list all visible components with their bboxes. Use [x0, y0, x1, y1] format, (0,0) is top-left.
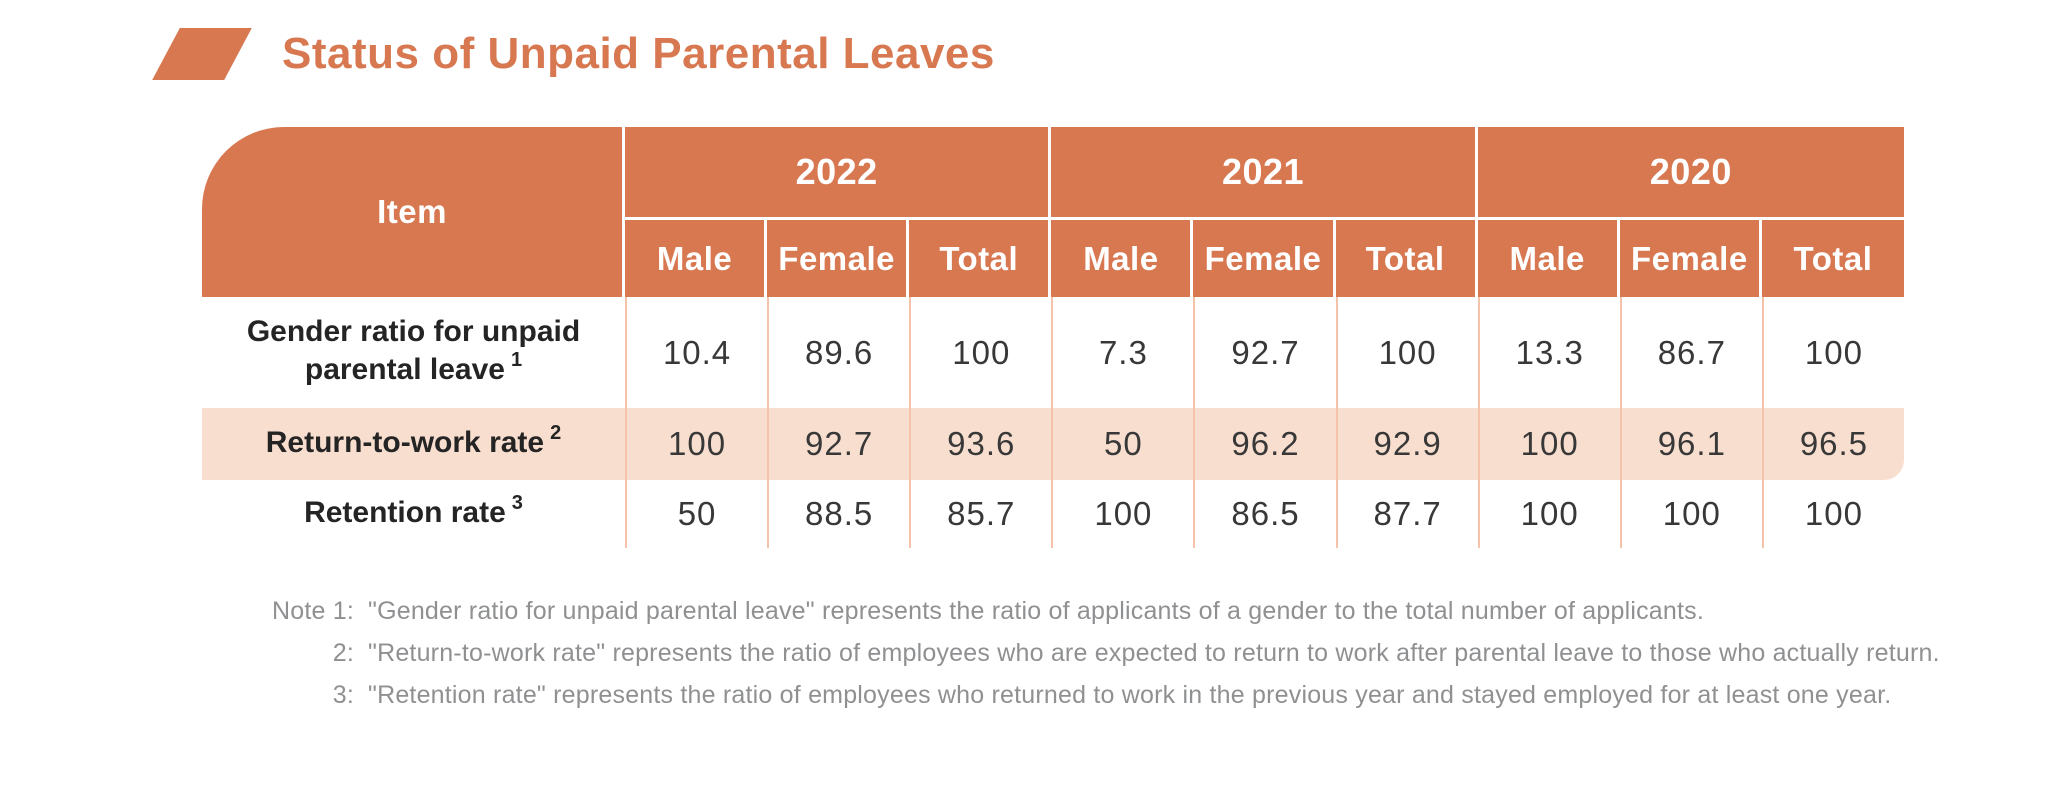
table-cell: 13.3	[1477, 297, 1620, 408]
table-cell: 100	[909, 297, 1051, 408]
parental-leave-table: Item 2022 2021 2020 Male Female Total Ma…	[202, 127, 1904, 548]
section-title-bar: Status of Unpaid Parental Leaves	[152, 28, 995, 80]
table-cell: 87.7	[1335, 480, 1478, 548]
gender-header-male-2021: Male	[1051, 217, 1194, 297]
gender-header-female-2021: Female	[1193, 217, 1336, 297]
note-text: "Retention rate" represents the ratio of…	[368, 681, 1892, 709]
table-cell: 85.7	[909, 480, 1051, 548]
table-cell: 89.6	[767, 297, 909, 408]
table-cell: 10.4	[625, 297, 767, 408]
table-cell: 7.3	[1051, 297, 1193, 408]
table-cell: 86.5	[1193, 480, 1335, 548]
note-label: 2:	[332, 639, 354, 667]
note-label: 3:	[332, 681, 354, 709]
year-header-2021: 2021	[1051, 127, 1478, 217]
note-reference-superscript: 1	[511, 349, 523, 371]
table-cell: 93.6	[909, 408, 1052, 480]
page-title: Status of Unpaid Parental Leaves	[282, 29, 995, 78]
table-cell: 100	[1335, 297, 1478, 408]
gender-header-total-2022: Total	[909, 217, 1052, 297]
note-reference-superscript: 2	[550, 421, 562, 444]
column-header-item: Item	[202, 127, 625, 297]
table-cell: 100	[1477, 408, 1620, 480]
note-label: Note 1:	[271, 597, 354, 625]
note-text: "Return-to-work rate" represents the rat…	[368, 639, 1940, 667]
gender-header-male-2022: Male	[625, 217, 768, 297]
gender-header-total-2021: Total	[1335, 217, 1478, 297]
table-cell: 88.5	[767, 480, 909, 548]
table-cell: 50	[1051, 408, 1194, 480]
footnotes: Note 1: "Gender ratio for unpaid parenta…	[244, 590, 1958, 716]
year-header-2022: 2022	[625, 127, 1052, 217]
gender-header-female-2020: Female	[1619, 217, 1762, 297]
table-cell: 96.5	[1761, 408, 1904, 480]
table-cell: 92.7	[767, 408, 910, 480]
note-reference-superscript: 3	[511, 491, 523, 514]
table-cell: 100	[1477, 480, 1620, 548]
section-marker-icon	[152, 28, 252, 80]
table-cell: 100	[1761, 480, 1904, 548]
year-header-2020: 2020	[1477, 127, 1904, 217]
table-cell: 86.7	[1619, 297, 1762, 408]
table-cell: 100	[1761, 297, 1904, 408]
table-cell: 96.2	[1193, 408, 1336, 480]
table-cell: 92.9	[1335, 408, 1478, 480]
row-label-return-to-work: Return-to-work rate 2	[202, 408, 625, 480]
table-cell: 92.7	[1193, 297, 1335, 408]
gender-header-male-2020: Male	[1477, 217, 1620, 297]
table-cell: 50	[625, 480, 767, 548]
row-label-retention-rate: Retention rate 3	[304, 491, 523, 529]
table-cell: 100	[1619, 480, 1762, 548]
gender-header-total-2020: Total	[1761, 217, 1904, 297]
table-cell: 96.1	[1619, 408, 1762, 480]
table-cell: 100	[625, 408, 768, 480]
note-text: "Gender ratio for unpaid parental leave"…	[368, 597, 1705, 625]
table-cell: 100	[1051, 480, 1193, 548]
row-label-gender-ratio: Gender ratio for unpaid parental leave 1	[246, 315, 581, 386]
gender-header-female-2022: Female	[767, 217, 910, 297]
